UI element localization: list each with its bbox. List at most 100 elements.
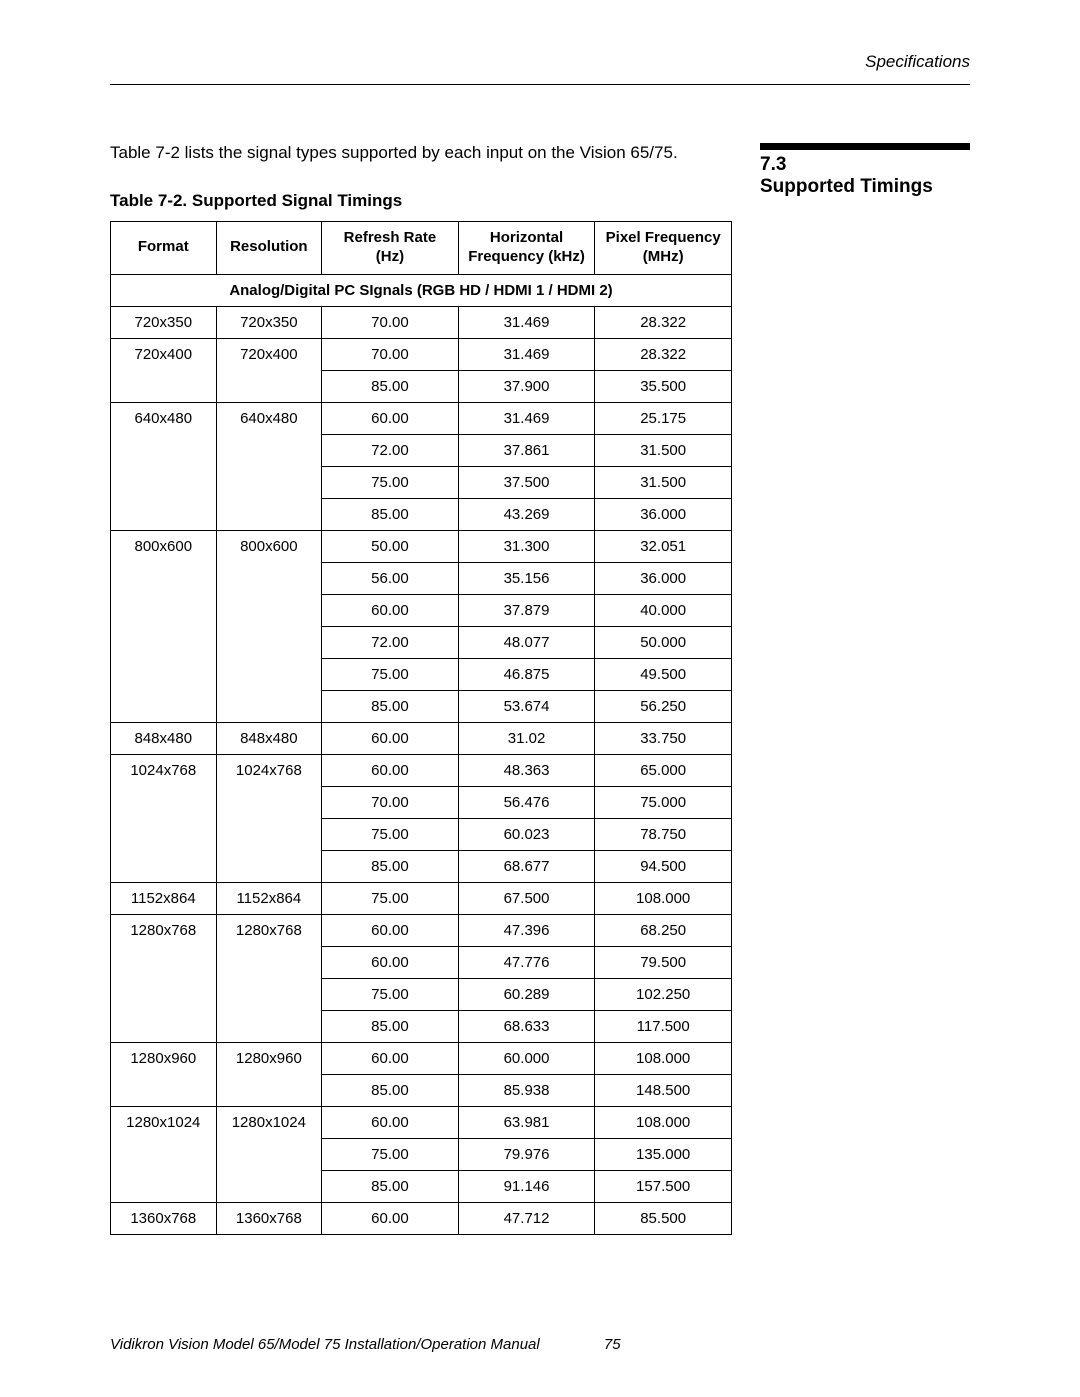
cell-resolution: [216, 818, 322, 850]
cell-resolution: [216, 1170, 322, 1202]
cell-hfreq: 48.363: [458, 754, 595, 786]
table-row: 85.0085.938148.500: [111, 1074, 732, 1106]
cell-format: 1280x960: [111, 1042, 217, 1074]
cell-hfreq: 31.300: [458, 530, 595, 562]
th-hfreq: Horizontal Frequency (kHz): [458, 222, 595, 275]
cell-format: [111, 466, 217, 498]
th-refresh: Refresh Rate (Hz): [322, 222, 459, 275]
cell-refresh: 85.00: [322, 1010, 459, 1042]
cell-resolution: [216, 786, 322, 818]
cell-refresh: 60.00: [322, 402, 459, 434]
cell-resolution: [216, 370, 322, 402]
cell-hfreq: 60.000: [458, 1042, 595, 1074]
cell-format: [111, 658, 217, 690]
cell-resolution: 720x400: [216, 338, 322, 370]
header-rule: [110, 84, 970, 85]
cell-format: 1280x1024: [111, 1106, 217, 1138]
cell-pfreq: 25.175: [595, 402, 732, 434]
cell-pfreq: 79.500: [595, 946, 732, 978]
cell-hfreq: 31.469: [458, 306, 595, 338]
cell-pfreq: 157.500: [595, 1170, 732, 1202]
cell-resolution: 1152x864: [216, 882, 322, 914]
cell-hfreq: 56.476: [458, 786, 595, 818]
cell-format: 720x400: [111, 338, 217, 370]
table-row: 85.0043.26936.000: [111, 498, 732, 530]
cell-refresh: 60.00: [322, 914, 459, 946]
cell-pfreq: 32.051: [595, 530, 732, 562]
table-row: 1280x7681280x76860.0047.39668.250: [111, 914, 732, 946]
cell-hfreq: 46.875: [458, 658, 595, 690]
cell-pfreq: 56.250: [595, 690, 732, 722]
cell-pfreq: 28.322: [595, 306, 732, 338]
group-header-cell: Analog/Digital PC SIgnals (RGB HD / HDMI…: [111, 274, 732, 306]
cell-pfreq: 33.750: [595, 722, 732, 754]
cell-resolution: 1360x768: [216, 1202, 322, 1234]
table-row: 75.0046.87549.500: [111, 658, 732, 690]
table-row: 848x480848x48060.0031.0233.750: [111, 722, 732, 754]
th-resolution: Resolution: [216, 222, 322, 275]
cell-resolution: 1280x1024: [216, 1106, 322, 1138]
table-row: 720x400720x40070.0031.46928.322: [111, 338, 732, 370]
table-row: 60.0047.77679.500: [111, 946, 732, 978]
cell-hfreq: 48.077: [458, 626, 595, 658]
cell-format: 640x480: [111, 402, 217, 434]
cell-resolution: 720x350: [216, 306, 322, 338]
cell-pfreq: 50.000: [595, 626, 732, 658]
cell-refresh: 60.00: [322, 1202, 459, 1234]
cell-resolution: [216, 946, 322, 978]
cell-hfreq: 37.500: [458, 466, 595, 498]
cell-refresh: 70.00: [322, 786, 459, 818]
table-row: 800x600800x60050.0031.30032.051: [111, 530, 732, 562]
cell-hfreq: 37.861: [458, 434, 595, 466]
cell-pfreq: 102.250: [595, 978, 732, 1010]
cell-format: 800x600: [111, 530, 217, 562]
cell-refresh: 60.00: [322, 594, 459, 626]
cell-refresh: 72.00: [322, 434, 459, 466]
cell-format: [111, 1138, 217, 1170]
cell-resolution: [216, 498, 322, 530]
cell-resolution: 1280x960: [216, 1042, 322, 1074]
cell-refresh: 75.00: [322, 658, 459, 690]
footer: Vidikron Vision Model 65/Model 75 Instal…: [110, 1336, 970, 1353]
table-row: 72.0048.07750.000: [111, 626, 732, 658]
table-row: 1152x8641152x86475.0067.500108.000: [111, 882, 732, 914]
cell-resolution: [216, 466, 322, 498]
cell-refresh: 70.00: [322, 338, 459, 370]
table-row: 75.0037.50031.500: [111, 466, 732, 498]
cell-format: [111, 1074, 217, 1106]
cell-hfreq: 60.289: [458, 978, 595, 1010]
cell-refresh: 60.00: [322, 722, 459, 754]
table-row: 640x480640x48060.0031.46925.175: [111, 402, 732, 434]
cell-pfreq: 68.250: [595, 914, 732, 946]
cell-refresh: 60.00: [322, 946, 459, 978]
cell-pfreq: 78.750: [595, 818, 732, 850]
section-number: 7.3: [760, 154, 970, 176]
content-row: Table 7-2 lists the signal types support…: [110, 143, 970, 1235]
table-row: 75.0060.289102.250: [111, 978, 732, 1010]
cell-refresh: 85.00: [322, 1074, 459, 1106]
cell-format: [111, 1010, 217, 1042]
right-column: 7.3 Supported Timings: [760, 143, 970, 198]
cell-format: 720x350: [111, 306, 217, 338]
table-row: 1280x9601280x96060.0060.000108.000: [111, 1042, 732, 1074]
cell-pfreq: 94.500: [595, 850, 732, 882]
cell-refresh: 85.00: [322, 690, 459, 722]
cell-pfreq: 65.000: [595, 754, 732, 786]
cell-pfreq: 85.500: [595, 1202, 732, 1234]
table-row: 72.0037.86131.500: [111, 434, 732, 466]
cell-hfreq: 85.938: [458, 1074, 595, 1106]
cell-format: [111, 818, 217, 850]
cell-pfreq: 117.500: [595, 1010, 732, 1042]
cell-hfreq: 47.712: [458, 1202, 595, 1234]
cell-format: [111, 370, 217, 402]
cell-pfreq: 108.000: [595, 882, 732, 914]
cell-pfreq: 35.500: [595, 370, 732, 402]
cell-resolution: [216, 562, 322, 594]
footer-page: 75: [604, 1336, 621, 1353]
cell-hfreq: 68.633: [458, 1010, 595, 1042]
cell-pfreq: 108.000: [595, 1106, 732, 1138]
cell-refresh: 60.00: [322, 1042, 459, 1074]
cell-refresh: 75.00: [322, 466, 459, 498]
cell-hfreq: 47.776: [458, 946, 595, 978]
cell-hfreq: 91.146: [458, 1170, 595, 1202]
